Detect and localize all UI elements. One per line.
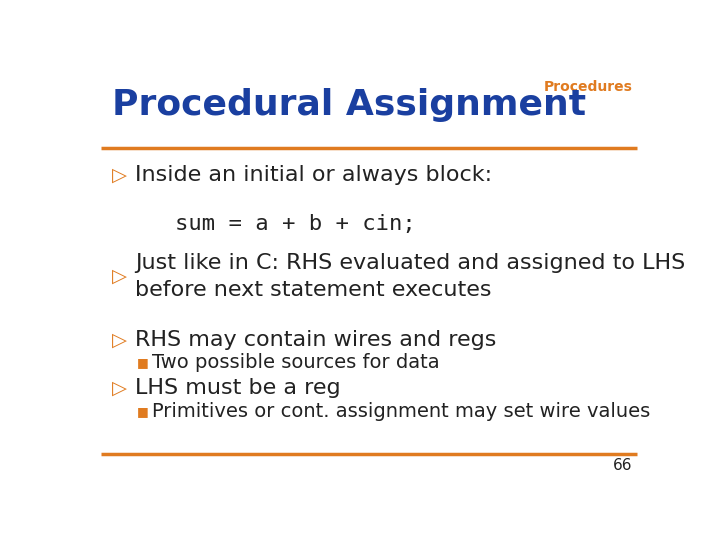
Text: Two possible sources for data: Two possible sources for data	[152, 353, 440, 372]
Text: RHS may contain wires and regs: RHS may contain wires and regs	[135, 330, 496, 350]
Text: ▷: ▷	[112, 330, 127, 349]
Text: ■: ■	[137, 356, 148, 369]
Text: ▷: ▷	[112, 165, 127, 185]
Text: Just like in C: RHS evaluated and assigned to LHS
before next statement executes: Just like in C: RHS evaluated and assign…	[135, 253, 685, 300]
Text: 66: 66	[613, 458, 632, 473]
Text: sum = a + b + cin;: sum = a + b + cin;	[175, 214, 416, 234]
Text: Procedural Assignment: Procedural Assignment	[112, 88, 586, 122]
Text: ▷: ▷	[112, 379, 127, 397]
Text: Inside an initial or always block:: Inside an initial or always block:	[135, 165, 492, 185]
Text: Primitives or cont. assignment may set wire values: Primitives or cont. assignment may set w…	[152, 402, 650, 421]
Text: ▷: ▷	[112, 267, 127, 286]
Text: ■: ■	[137, 405, 148, 418]
Text: Procedures: Procedures	[544, 80, 632, 94]
Text: LHS must be a reg: LHS must be a reg	[135, 378, 341, 398]
